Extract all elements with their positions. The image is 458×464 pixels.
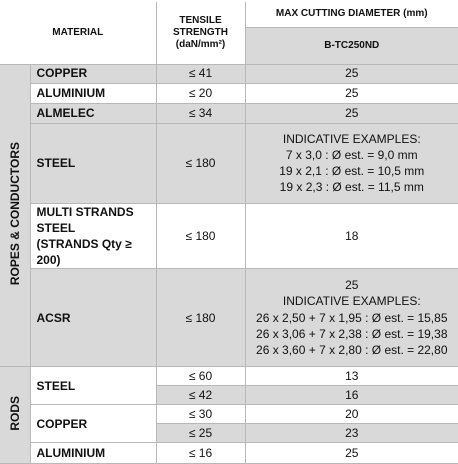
tensile-strength: ≤ 42 xyxy=(155,385,246,406)
model-header: B-TC250ND xyxy=(244,26,458,65)
text-line: MULTI STRANDS STEEL xyxy=(36,204,134,235)
max-diameter: 25 xyxy=(244,63,458,84)
text-line: 25 xyxy=(345,85,359,100)
text-line: COPPER xyxy=(36,66,88,81)
tensile-strength: ≤ 25 xyxy=(155,423,246,444)
tensile-header: TENSILE STRENGTH (daN/mm²) xyxy=(155,2,246,65)
max-diameter: 23 xyxy=(244,423,458,444)
text-line: ALUMINIUM xyxy=(36,85,106,100)
table-row: COPPER ≤ 30 20 xyxy=(0,404,458,444)
text-line: INDICATIVE EXAMPLES: xyxy=(282,294,421,309)
header-line: STRENGTH xyxy=(173,26,229,38)
table-row: ROPES & CONDUCTORS COPPER ≤ 41 25 xyxy=(0,63,458,368)
table-row: ≤ 25 23 xyxy=(0,423,458,444)
tensile-strength: ≤ 180 xyxy=(155,202,246,270)
text-line: 26 x 2,50 + 7 x 1,95 : Ø est. = 15,85 xyxy=(256,310,448,325)
text-line: 26 x 3,06 + 7 x 2,38 : Ø est. = 19,38 xyxy=(256,326,448,341)
header-line: (daN/mm²) xyxy=(175,38,226,50)
tensile-strength: ≤ 41 xyxy=(155,63,246,84)
text-line: ACSR xyxy=(36,310,71,325)
group-label: RODS xyxy=(0,366,31,464)
table-row: MULTI STRANDS STEEL (STRANDS Qty ≥ 200) ≤ … xyxy=(0,202,458,270)
tensile-strength: ≤ 30 xyxy=(155,404,246,425)
table-row: STEEL ≤ 180 INDICATIVE EXAMPLES: 7 x 3,0 : … xyxy=(0,122,458,204)
max-diameter: 13 xyxy=(244,366,458,387)
max-diameter: 16 xyxy=(244,385,458,406)
material: MULTI STRANDS STEEL (STRANDS Qty ≥ 200) xyxy=(29,202,157,270)
material: ALMELEC xyxy=(29,102,157,124)
text-line: ALUMINIUM xyxy=(36,446,106,461)
material: COPPER xyxy=(29,404,157,444)
text-line: 25 xyxy=(345,278,359,293)
max-diameter: 25 xyxy=(244,442,458,464)
text-line: INDICATIVE EXAMPLES: xyxy=(282,131,421,146)
text-line: STEEL xyxy=(36,155,76,170)
text-line: (STRANDS Qty ≥ 200) xyxy=(36,236,132,268)
text-line: 25 xyxy=(345,105,359,120)
header-line: TENSILE xyxy=(179,14,222,26)
tensile-strength: ≤ 20 xyxy=(155,82,246,104)
max-diameter: 20 xyxy=(244,404,458,425)
tensile-strength: ≤ 180 xyxy=(155,268,246,368)
table-row: ALUMINIUM ≤ 16 25 xyxy=(0,442,458,464)
text-line: 25 xyxy=(345,446,359,461)
text-line: COPPER xyxy=(36,416,88,431)
group-label: ROPES & CONDUCTORS xyxy=(0,63,31,368)
table-row: ALUMINIUM ≤ 20 25 xyxy=(0,82,458,104)
text-line: 19 x 2,1 : Ø est. = 10,5 mm xyxy=(279,164,425,178)
text-line: 7 x 3,0 : Ø est. = 9,0 mm xyxy=(285,147,418,162)
material: STEEL xyxy=(29,122,157,204)
text-line: 25 xyxy=(345,66,359,81)
material: ALUMINIUM xyxy=(29,442,157,464)
table-row: RODS STEEL ≤ 60 13 xyxy=(0,366,458,464)
text-line: STEEL xyxy=(36,378,76,393)
text-line: 18 xyxy=(345,228,359,243)
table-row: ≤ 42 16 xyxy=(0,385,458,406)
material-header: MATERIAL xyxy=(0,2,157,65)
material: COPPER xyxy=(29,63,157,84)
max-diameter: INDICATIVE EXAMPLES: 7 x 3,0 : Ø est. = 9… xyxy=(244,122,458,204)
group-text: RODS xyxy=(7,395,22,431)
table-row: ACSR ≤ 180 25 INDICATIVE EXAMPLES: 26 x 2,50… xyxy=(0,268,458,368)
diameter-header: MAX CUTTING DIAMETER (mm) xyxy=(244,2,458,28)
table-row: ALMELEC ≤ 34 25 xyxy=(0,102,458,124)
tensile-strength: ≤ 16 xyxy=(155,442,246,464)
max-diameter: 25 xyxy=(244,102,458,124)
tensile-strength: ≤ 34 xyxy=(155,102,246,124)
group-text: ROPES & CONDUCTORS xyxy=(7,141,22,285)
max-diameter: 18 xyxy=(244,202,458,270)
material: STEEL xyxy=(29,366,157,406)
max-diameter: 25 xyxy=(244,82,458,104)
material: ACSR xyxy=(29,268,157,368)
text-line: 19 x 2,3 : Ø est. = 11,5 mm xyxy=(279,180,424,195)
material: ALUMINIUM xyxy=(29,82,157,104)
max-diameter: 25 INDICATIVE EXAMPLES: 26 x 2,50 + 7 x 1,… xyxy=(244,268,458,368)
text-line: ALMELEC xyxy=(36,105,95,120)
tensile-strength: ≤ 60 xyxy=(155,366,246,387)
tensile-strength: ≤ 180 xyxy=(155,122,246,204)
text-line: 26 x 3,60 + 7 x 2,80 : Ø est. = 22,80 xyxy=(256,343,448,358)
